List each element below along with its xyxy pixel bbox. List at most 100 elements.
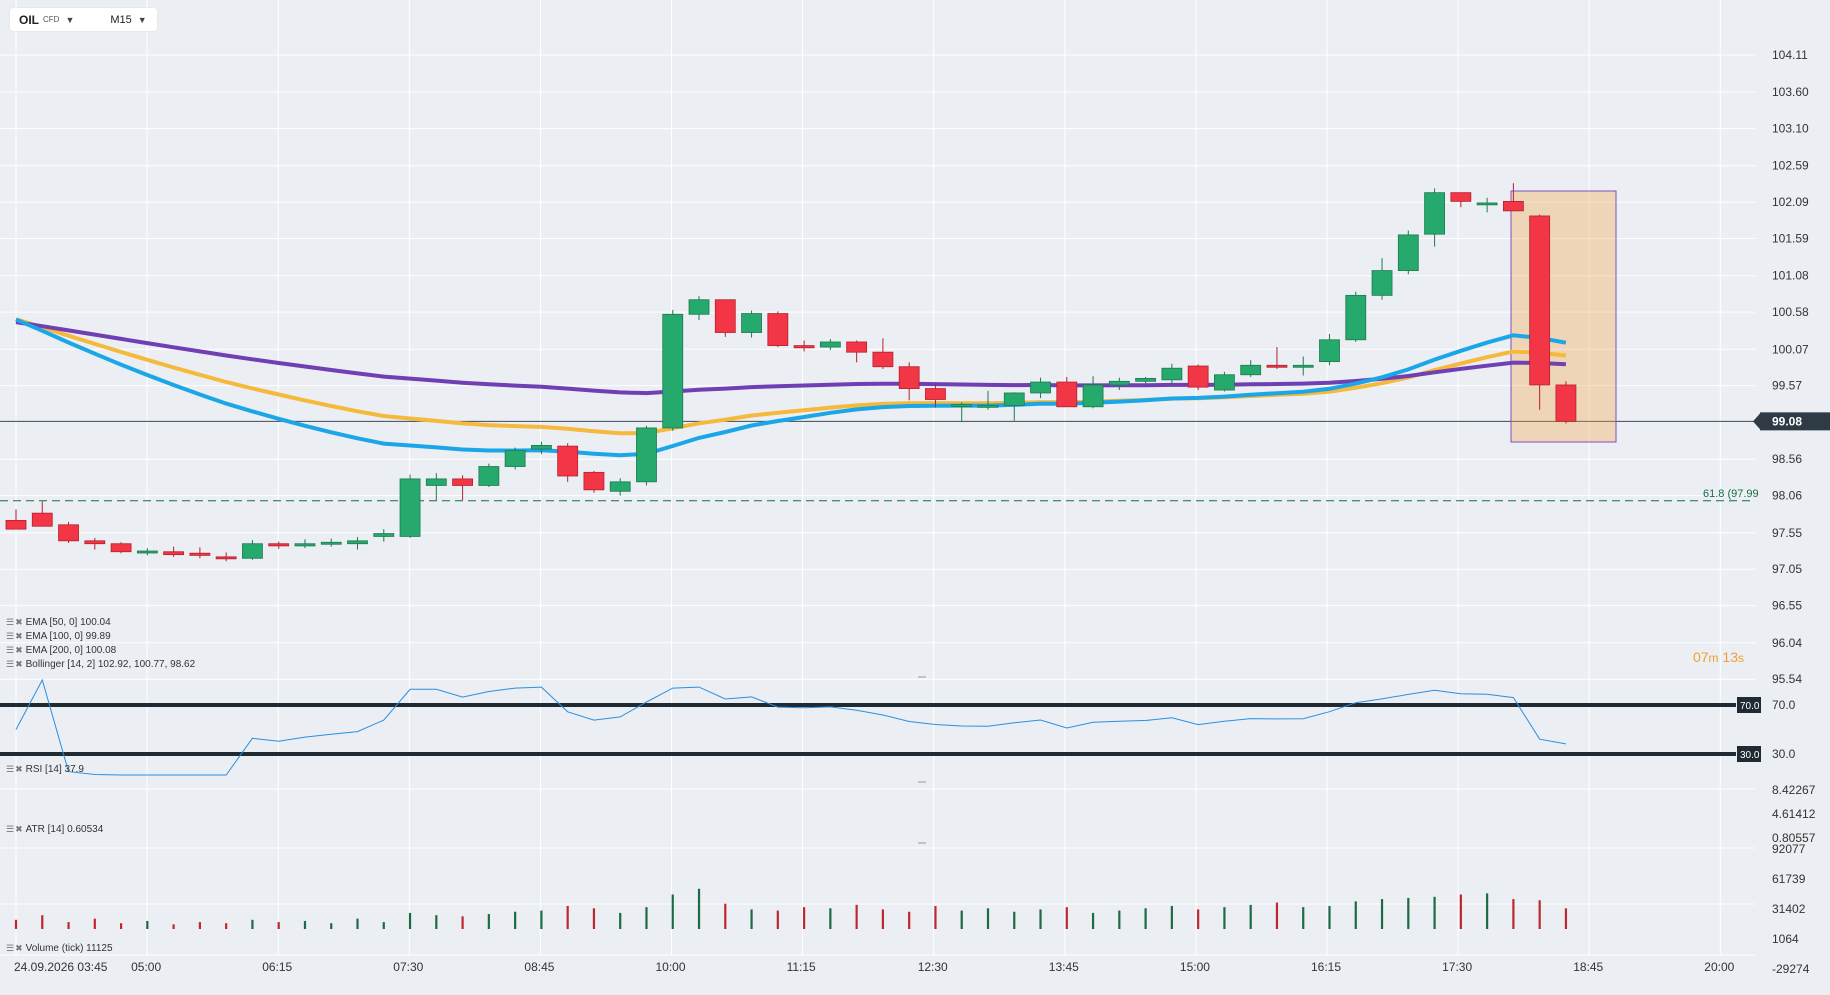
time-tick-label: 11:15 <box>787 960 816 974</box>
rsi-30-tag-label: 30.0 <box>1740 750 1760 761</box>
price-tick-label: 99.57 <box>1772 379 1802 393</box>
candle-body <box>1555 384 1577 422</box>
candle-body <box>1529 215 1551 386</box>
legend-ema100-label: EMA [100, 0] 99.89 <box>25 631 111 642</box>
candle-body <box>1030 381 1051 394</box>
candle-body <box>110 543 132 553</box>
time-tick-label: 13:45 <box>1049 960 1079 974</box>
time-tick-label: 08:45 <box>524 960 554 974</box>
candle-body <box>320 541 342 545</box>
price-tick-label: 104.11 <box>1772 48 1808 62</box>
timeframe-dropdown-icon[interactable]: ▼ <box>137 14 147 25</box>
volume-tick-label: 31402 <box>1772 902 1806 916</box>
price-tick-label: 97.05 <box>1772 562 1802 576</box>
candle-body <box>662 313 684 429</box>
price-tick-label: 103.60 <box>1772 85 1809 99</box>
candle-body <box>425 478 447 486</box>
candle-body <box>1082 384 1104 408</box>
candle-body <box>531 444 552 450</box>
countdown-seconds: 13 <box>1722 649 1738 665</box>
candle-body <box>1502 200 1524 212</box>
candle-body <box>583 471 605 491</box>
volume-tick-label: 92077 <box>1772 842 1806 856</box>
time-tick-label: 18:45 <box>1573 960 1603 974</box>
settings-icon[interactable]: ☰✖ <box>6 631 24 641</box>
fib-level-label: 61.8 (97.99 <box>1703 488 1759 500</box>
countdown-minutes: 07 <box>1692 649 1709 665</box>
time-tick-label: 07:30 <box>393 960 423 974</box>
candle-body <box>1240 364 1262 376</box>
price-tick-label: 95.54 <box>1772 672 1802 686</box>
legend-ema200[interactable]: ☰✖ EMA [200, 0] 100.08 <box>6 645 116 656</box>
legend-bollinger-label: Bollinger [14, 2] 102.92, 100.77, 98.62 <box>25 659 196 670</box>
settings-icon[interactable]: ☰✖ <box>6 659 24 669</box>
price-tick-label: 102.09 <box>1772 195 1809 209</box>
candle-body <box>1424 192 1445 235</box>
candle-body <box>688 299 710 315</box>
current-price-tag <box>1760 412 1830 431</box>
legend-volume[interactable]: ☰✖ Volume (tick) 11125 <box>6 943 113 954</box>
time-tick-label: 20:00 <box>1704 960 1734 974</box>
candle-body <box>1003 392 1025 406</box>
legend-rsi-label: RSI [14] 37.9 <box>25 764 84 775</box>
settings-icon[interactable]: ☰✖ <box>6 764 24 774</box>
time-tick-label: 15:00 <box>1180 960 1210 974</box>
settings-icon[interactable]: ☰✖ <box>6 943 24 953</box>
legend-ema200-label: EMA [200, 0] 100.08 <box>25 645 117 656</box>
legend-ema100[interactable]: ☰✖ EMA [100, 0] 99.89 <box>6 631 111 642</box>
price-tick-label: 98.56 <box>1772 452 1802 466</box>
rsi-70-tag-label: 70.0 <box>1740 701 1760 712</box>
candle-body <box>5 520 27 530</box>
rsi-line <box>15 678 1566 776</box>
ema50-line <box>15 317 1567 436</box>
timeframe-label[interactable]: M15 <box>110 13 132 26</box>
grid-lines <box>0 0 1755 956</box>
candle-body <box>951 404 973 408</box>
price-tick-label: 100.58 <box>1772 305 1809 319</box>
candle-body <box>925 388 946 400</box>
current-price-label: 99.08 <box>1772 414 1802 428</box>
time-tick-label: 10:00 <box>656 960 686 974</box>
settings-icon[interactable]: ☰✖ <box>6 824 24 834</box>
candle-body <box>1056 381 1078 408</box>
legend-rsi[interactable]: ☰✖ RSI [14] 37.9 <box>6 764 84 775</box>
candle-body <box>977 404 999 408</box>
legend-volume-label: Volume (tick) 11125 <box>25 943 113 954</box>
candle-body <box>1345 294 1367 341</box>
candle-body <box>1135 377 1157 382</box>
candle-body <box>58 524 79 542</box>
atr-tick-label: 8.42267 <box>1772 783 1816 797</box>
settings-icon[interactable]: ☰✖ <box>6 617 24 627</box>
rsi-axis-30: 30.0 <box>1772 747 1796 761</box>
symbol-dropdown-icon[interactable]: ▼ <box>65 14 75 25</box>
price-tick-label: 96.04 <box>1772 636 1802 650</box>
candle-body <box>793 345 815 349</box>
legend-atr[interactable]: ☰✖ ATR [14] 0.60534 <box>6 824 103 835</box>
candle-body <box>189 552 211 556</box>
symbol-label: OIL <box>19 12 39 27</box>
legend-bollinger[interactable]: ☰✖ Bollinger [14, 2] 102.92, 100.77, 98.… <box>6 659 195 670</box>
price-tick-label: 101.08 <box>1772 269 1809 283</box>
candle-body <box>1187 365 1209 388</box>
price-tick-label: 103.10 <box>1772 122 1809 136</box>
price-tick-label: 97.55 <box>1772 526 1802 540</box>
volume-tick-label: 61739 <box>1772 872 1806 886</box>
symbol-selector[interactable]: OIL CFD ▼ M15 ▼ <box>10 8 157 31</box>
settings-icon[interactable]: ☰✖ <box>6 645 24 655</box>
ema200-line <box>15 317 1567 458</box>
legend-ema50-label: EMA [50, 0] 100.04 <box>25 617 111 628</box>
price-tick-label: 100.07 <box>1772 342 1809 356</box>
candle-body <box>557 445 579 477</box>
instrument-type-label: CFD <box>43 15 60 24</box>
current-price-tag-arrow <box>1753 412 1761 431</box>
legend-ema50[interactable]: ☰✖ EMA [50, 0] 100.04 <box>6 617 111 628</box>
time-tick-label: 24.09.2026 03:45 <box>14 960 108 974</box>
candle-body <box>767 313 789 347</box>
candle-body <box>294 543 316 547</box>
candle-body <box>714 299 736 333</box>
candle-body <box>268 543 290 547</box>
time-tick-label: 17:30 <box>1442 960 1472 974</box>
candle-body <box>478 466 500 486</box>
candle-body <box>347 540 368 545</box>
